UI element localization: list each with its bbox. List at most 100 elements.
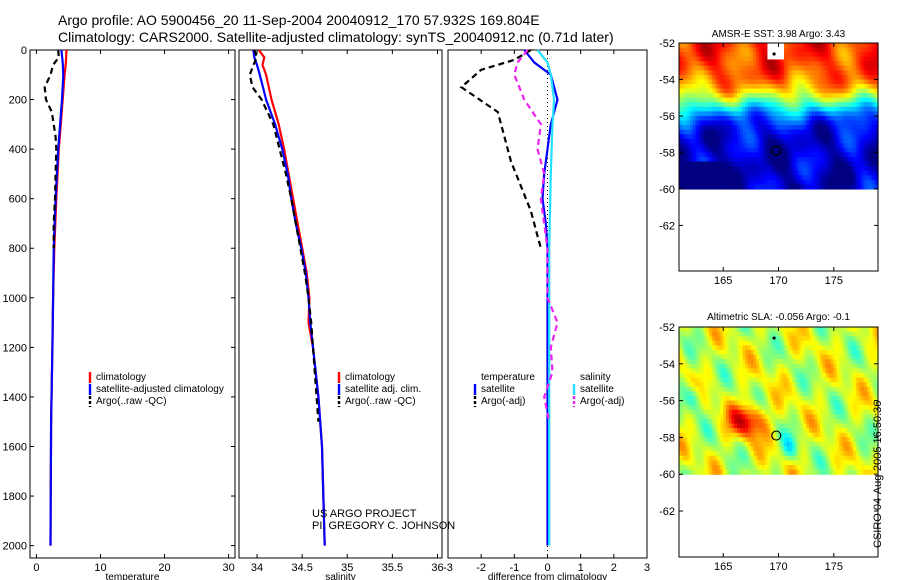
map-cell <box>737 409 741 415</box>
map-cell <box>814 451 818 457</box>
map-cell <box>709 446 713 452</box>
map-cell <box>687 56 691 62</box>
map-cell <box>775 97 780 103</box>
map-cell <box>734 373 738 379</box>
map-cell <box>828 451 832 457</box>
map-cell <box>858 157 863 163</box>
map-cell <box>872 377 876 383</box>
map-cell <box>725 405 730 411</box>
map-cell <box>761 74 766 81</box>
map-cell <box>864 382 868 388</box>
map-cell <box>731 88 735 94</box>
map-cell <box>728 336 733 342</box>
map-cell <box>822 465 827 471</box>
map-cell <box>842 442 846 448</box>
map-cell <box>822 157 827 163</box>
map-cell <box>786 432 791 438</box>
map-cell <box>808 43 813 49</box>
map-cell <box>761 175 766 181</box>
map-cell <box>761 157 766 163</box>
map-cell <box>720 134 724 140</box>
map-cell <box>789 414 793 420</box>
map-cell <box>806 179 810 185</box>
map-cell <box>748 111 752 117</box>
map-cell <box>725 455 730 461</box>
map-cell <box>734 396 738 402</box>
map-cell <box>706 157 710 163</box>
map-cell <box>819 61 824 67</box>
map-cell <box>844 400 849 406</box>
map-cell <box>701 386 705 392</box>
map-cell <box>742 377 746 383</box>
map-cell <box>681 340 686 346</box>
map-cell <box>855 65 860 71</box>
map-cell <box>795 455 799 461</box>
map-cell <box>679 428 683 434</box>
map-cell <box>698 432 702 438</box>
map-cell <box>831 102 835 108</box>
map-cell <box>742 106 746 112</box>
map-cell <box>795 97 799 103</box>
map-cell <box>734 106 738 112</box>
map-cell <box>792 409 796 415</box>
map-cell <box>698 43 702 49</box>
map-cell <box>828 368 832 374</box>
map-cell <box>819 382 824 388</box>
map-cell <box>814 43 818 49</box>
map-cell <box>822 129 827 135</box>
map-cell <box>786 84 791 90</box>
map-cell <box>778 437 782 443</box>
map-cell <box>759 331 763 337</box>
map-cell <box>842 363 846 369</box>
map-cell <box>684 115 688 122</box>
map-cell <box>725 43 730 49</box>
map-cell <box>723 56 727 62</box>
map-cell <box>767 327 771 333</box>
map-cell <box>739 152 744 158</box>
map-cell <box>753 451 757 457</box>
map-cell <box>772 120 777 126</box>
map-cell <box>748 331 752 337</box>
map-cell <box>701 331 705 337</box>
map-cell <box>855 43 860 49</box>
map-cell <box>679 409 683 415</box>
map-cell <box>745 345 749 351</box>
map-cell <box>731 120 735 126</box>
map-cell <box>679 469 683 475</box>
map-cell <box>839 400 843 406</box>
map-cell <box>795 111 799 117</box>
map-cell <box>717 437 722 443</box>
map-cell <box>811 382 816 388</box>
map-cell <box>786 56 791 62</box>
map-cell <box>731 396 735 402</box>
map-cell <box>858 97 863 103</box>
map-cell <box>742 93 746 99</box>
map-cell <box>781 88 785 94</box>
map-cell <box>847 184 851 190</box>
map-cell <box>709 336 713 342</box>
map-cell <box>847 56 851 62</box>
map-cell <box>833 93 838 99</box>
map-cell <box>825 465 829 471</box>
map-cell <box>847 327 851 333</box>
map-cell <box>864 170 868 176</box>
map-cell <box>712 391 716 397</box>
map-cell <box>828 340 832 346</box>
map-cell <box>709 350 713 356</box>
map-cell <box>864 102 868 108</box>
map-cell <box>753 47 757 53</box>
map-cell <box>836 129 840 135</box>
map-cell <box>850 157 854 163</box>
map-cell <box>792 56 796 62</box>
map-cell <box>778 336 782 342</box>
map-cell <box>861 460 865 466</box>
map-cell <box>778 84 782 90</box>
map-cell <box>875 161 879 167</box>
map-cell <box>698 70 702 76</box>
map-cell <box>701 147 705 154</box>
map-cell <box>706 56 710 62</box>
map-cell <box>831 354 835 360</box>
map-cell <box>761 84 766 90</box>
map-cell <box>795 84 799 90</box>
map-cell <box>714 115 719 122</box>
